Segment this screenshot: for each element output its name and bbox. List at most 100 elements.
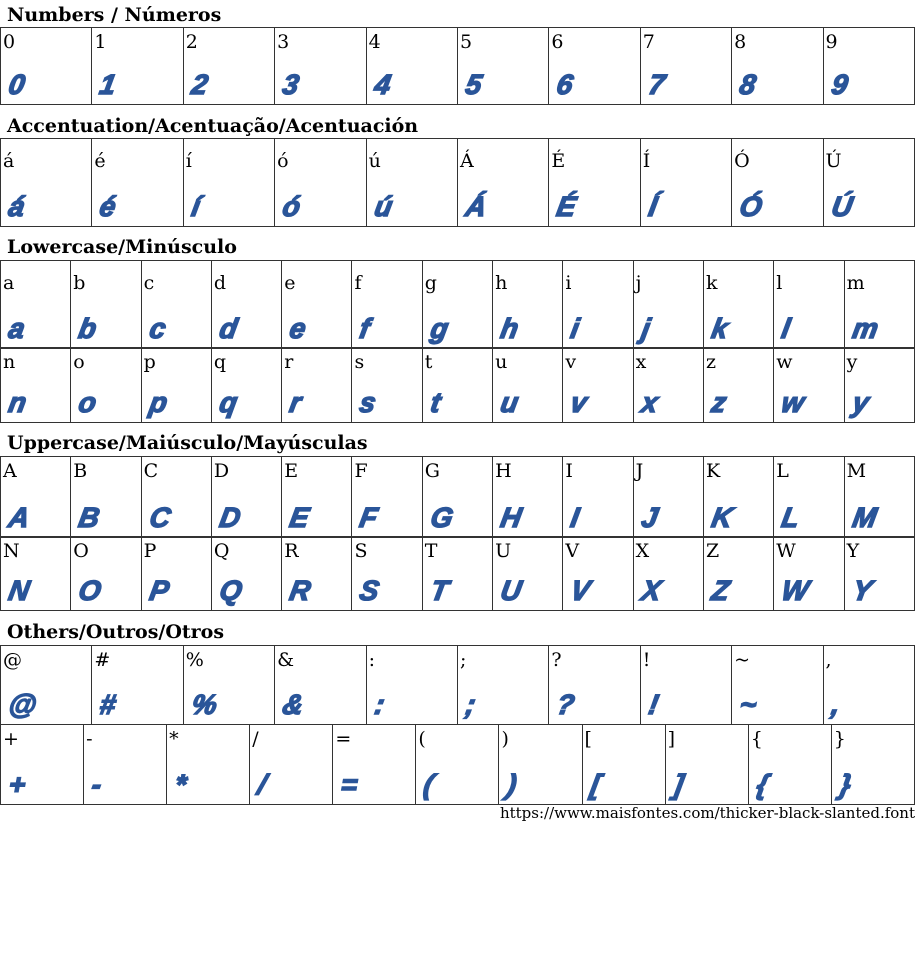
glyph-sample: j <box>638 312 653 345</box>
glyph-sample: B <box>76 501 103 534</box>
char-label: y <box>846 351 858 373</box>
char-label: a <box>3 272 15 294</box>
glyph-sample: á <box>6 190 29 223</box>
glyph-sample: ) <box>504 768 520 801</box>
char-label: ú <box>368 150 381 172</box>
char-label: n <box>3 351 16 373</box>
glyph-sample: H <box>498 501 525 534</box>
char-label: T <box>424 540 438 562</box>
glyph-sample: 6 <box>554 68 577 101</box>
char-label: Z <box>705 540 720 562</box>
char-label: M <box>846 460 867 482</box>
char-label: D <box>213 460 230 482</box>
glyph-sample: 1 <box>97 68 120 101</box>
char-label: u <box>495 351 508 373</box>
glyph-grid: @ @ # #%% & &::;;??!! ~ ~,, <box>0 645 916 725</box>
glyph-sample: ú <box>371 190 395 223</box>
glyph-sample: v <box>568 386 591 419</box>
glyph-cell: # # <box>91 645 184 725</box>
glyph-sample: g <box>427 312 451 345</box>
glyph-sample: M <box>849 501 879 534</box>
char-label: , <box>825 649 832 671</box>
glyph-cell: %% <box>182 645 276 725</box>
glyph-sample: p <box>146 386 170 419</box>
char-label: z <box>705 351 716 373</box>
char-label: R <box>284 540 299 562</box>
glyph-sample: Q <box>216 574 245 607</box>
glyph-sample: P <box>146 574 172 607</box>
char-label: 3 <box>277 31 290 53</box>
char-label: C <box>143 460 159 482</box>
glyph-cell: / / <box>249 724 334 805</box>
char-label: e <box>284 272 296 294</box>
glyph-sample: W <box>779 574 812 607</box>
glyph-cell: }} <box>830 724 916 805</box>
char-label: ( <box>418 728 426 750</box>
glyph-sample: I <box>568 501 583 534</box>
glyph-sample: n <box>6 386 30 419</box>
glyph-sample: F <box>357 501 381 534</box>
glyph-sample: + <box>6 768 29 801</box>
char-label: J <box>635 460 644 482</box>
char-label: t <box>424 351 433 373</box>
char-label: { <box>750 728 763 750</box>
glyph-sample: T <box>427 574 451 607</box>
glyph-sample: 2 <box>188 68 211 101</box>
glyph-sample: S <box>357 574 383 607</box>
glyph-sample: e <box>287 312 310 345</box>
char-label: ) <box>501 728 509 750</box>
source-url[interactable]: https://www.maisfontes.com/thicker-black… <box>499 804 915 822</box>
glyph-sample: E <box>287 501 313 534</box>
glyph-sample: J <box>638 501 661 534</box>
char-label: r <box>284 351 294 373</box>
glyph-sample: s <box>357 386 380 419</box>
char-label: } <box>833 728 846 750</box>
char-label: m <box>846 272 865 294</box>
glyph-sample: L <box>779 501 803 534</box>
glyph-cell: ;; <box>456 645 550 725</box>
glyph-sample: , <box>828 688 843 721</box>
glyph-sample: ] <box>670 768 686 801</box>
glyph-sample: N <box>6 574 33 607</box>
glyph-sample: & <box>280 688 307 721</box>
char-label: á <box>3 150 15 172</box>
char-label: 6 <box>551 31 564 53</box>
glyph-sample: 0 <box>6 68 29 101</box>
char-label: 9 <box>825 31 838 53</box>
char-label: & <box>277 649 295 671</box>
glyph-sample: í <box>188 190 203 223</box>
glyph-sample: D <box>216 501 243 534</box>
char-label: c <box>143 272 155 294</box>
glyph-sample: u <box>498 386 522 419</box>
char-label: É <box>551 150 566 172</box>
char-label: E <box>284 460 299 482</box>
glyph-sample: f <box>357 312 373 345</box>
